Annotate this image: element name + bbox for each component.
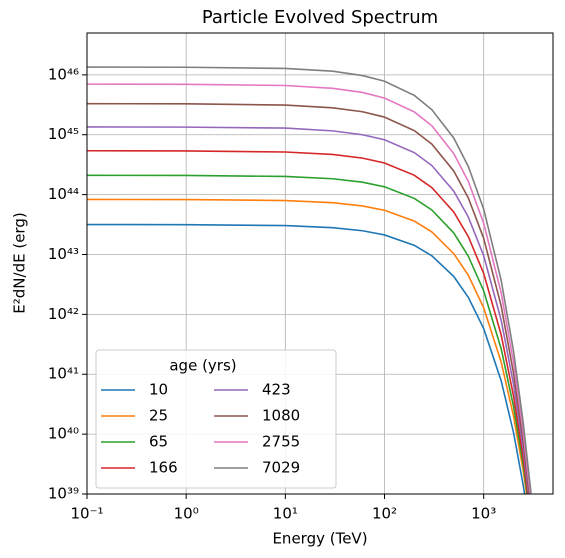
series-line bbox=[87, 126, 530, 494]
series-line bbox=[87, 102, 531, 494]
x-tick-label: 10³ bbox=[471, 505, 496, 523]
series-line bbox=[87, 66, 532, 494]
y-tick-label: 10⁴¹ bbox=[48, 365, 79, 383]
plot-frame bbox=[86, 32, 554, 495]
legend: age (yrs) 10 25 65 166 423 1080 2755 7029 bbox=[95, 349, 337, 489]
y-tick-label: 10⁴⁵ bbox=[48, 125, 79, 143]
y-tick-label: 10³⁹ bbox=[48, 485, 79, 503]
series-line bbox=[87, 149, 529, 494]
series-line bbox=[87, 223, 526, 494]
y-tick-label: 10⁴³ bbox=[48, 245, 79, 263]
legend-label: 423 bbox=[262, 381, 291, 399]
series-line bbox=[87, 83, 531, 494]
legend-label: 65 bbox=[149, 433, 168, 451]
y-tick-label: 10⁴⁴ bbox=[48, 185, 79, 203]
legend-label: 7029 bbox=[262, 459, 300, 477]
chart-title: Particle Evolved Spectrum bbox=[202, 7, 438, 28]
legend-box bbox=[95, 349, 337, 489]
series-line bbox=[87, 174, 528, 494]
ticks: 10⁻¹ 10⁰ 10¹ 10² 10³ 10³⁹ 10⁴⁰ 10⁴¹ 10⁴² 10⁴³ 10⁴⁴… bbox=[48, 65, 496, 522]
x-tick-label: 10¹ bbox=[273, 505, 298, 523]
legend-label: 10 bbox=[149, 381, 168, 399]
x-axis-label: Energy (TeV) bbox=[272, 530, 367, 548]
x-tick-label: 10⁰ bbox=[174, 505, 199, 523]
y-tick-label: 10⁴⁰ bbox=[48, 425, 79, 443]
legend-title: age (yrs) bbox=[169, 357, 236, 375]
x-tick-label: 10² bbox=[372, 505, 397, 523]
y-tick-label: 10⁴² bbox=[48, 305, 79, 323]
y-tick-label: 10⁴⁶ bbox=[48, 65, 79, 83]
y-axis-label: E²dN/dE (erg) bbox=[11, 212, 29, 313]
legend-label: 166 bbox=[149, 459, 178, 477]
legend-label: 2755 bbox=[262, 433, 300, 451]
plot-lines bbox=[87, 66, 532, 494]
legend-label: 25 bbox=[149, 407, 168, 425]
series-line bbox=[87, 198, 528, 494]
x-tick-label: 10⁻¹ bbox=[70, 505, 103, 523]
legend-label: 1080 bbox=[262, 407, 300, 425]
